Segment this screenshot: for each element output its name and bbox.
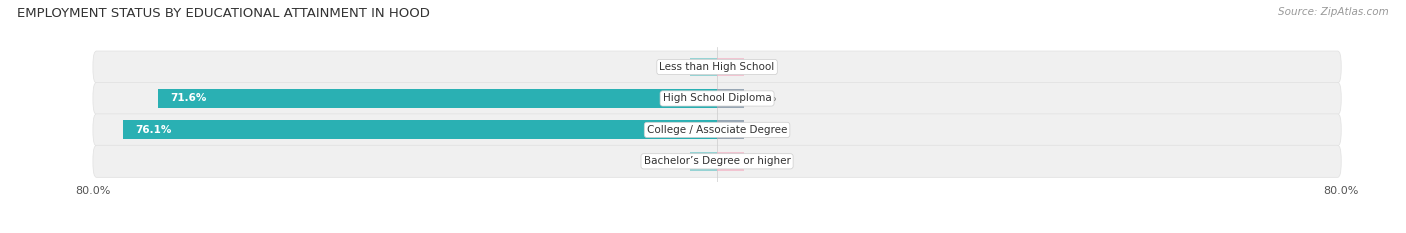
Bar [717, 89, 744, 108]
Bar [717, 120, 744, 139]
Bar [717, 58, 744, 76]
Text: 0.0%: 0.0% [751, 125, 778, 135]
Text: Source: ZipAtlas.com: Source: ZipAtlas.com [1278, 7, 1389, 17]
FancyBboxPatch shape [93, 82, 1341, 114]
Bar [717, 152, 744, 171]
Text: EMPLOYMENT STATUS BY EDUCATIONAL ATTAINMENT IN HOOD: EMPLOYMENT STATUS BY EDUCATIONAL ATTAINM… [17, 7, 430, 20]
Text: Bachelor’s Degree or higher: Bachelor’s Degree or higher [644, 156, 790, 166]
Text: High School Diploma: High School Diploma [662, 93, 772, 103]
Bar [690, 152, 717, 171]
Text: College / Associate Degree: College / Associate Degree [647, 125, 787, 135]
Bar [124, 120, 717, 139]
Text: 71.6%: 71.6% [170, 93, 207, 103]
FancyBboxPatch shape [93, 114, 1341, 146]
Bar [159, 89, 717, 108]
FancyBboxPatch shape [93, 145, 1341, 177]
Text: 0.0%: 0.0% [751, 93, 778, 103]
Bar [717, 89, 744, 108]
Bar [717, 120, 744, 139]
Text: 0.0%: 0.0% [657, 62, 683, 72]
Text: Less than High School: Less than High School [659, 62, 775, 72]
Text: 0.0%: 0.0% [751, 156, 778, 166]
FancyBboxPatch shape [93, 51, 1341, 83]
Text: 76.1%: 76.1% [135, 125, 172, 135]
Text: 0.0%: 0.0% [751, 62, 778, 72]
Bar [690, 58, 717, 76]
Text: 0.0%: 0.0% [657, 156, 683, 166]
